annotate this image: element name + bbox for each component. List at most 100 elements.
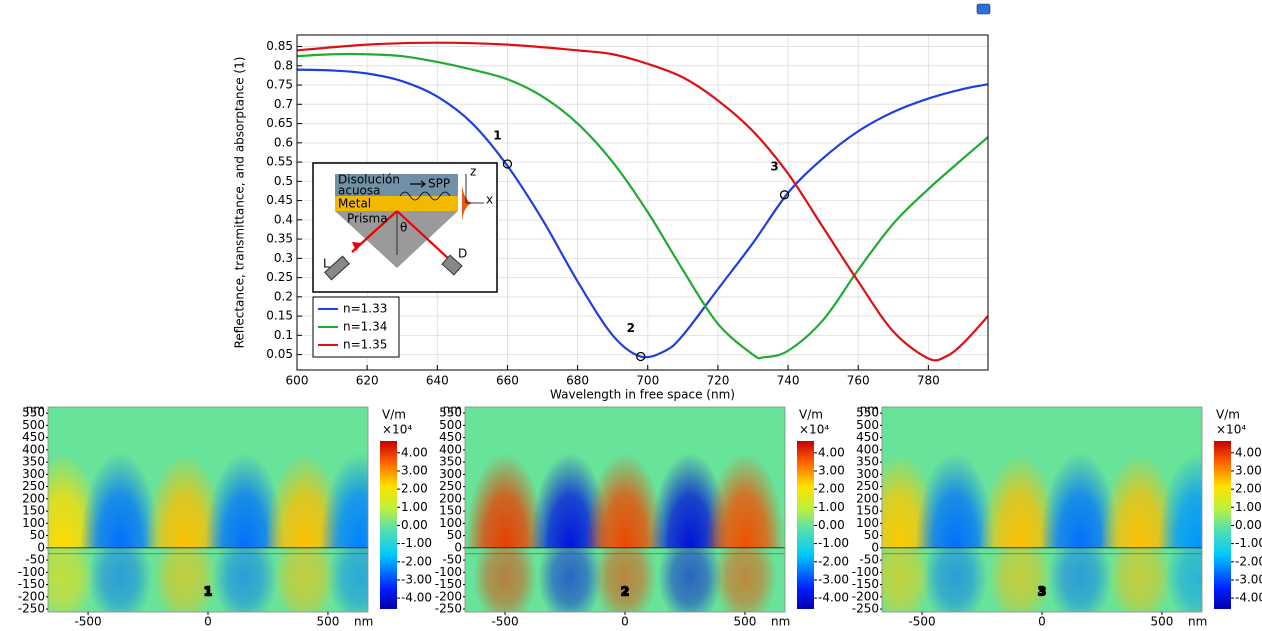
field-lobe-lower bbox=[712, 547, 777, 612]
y-tick-label: 350 bbox=[856, 455, 879, 469]
y-axis-label: Reflectance, transmittance, and absorpta… bbox=[233, 57, 247, 349]
y-tick-label: 0.8 bbox=[274, 58, 293, 72]
field-lobe-lower bbox=[987, 547, 1052, 612]
y-tick-label: 200 bbox=[22, 491, 45, 505]
y-tick-label: 500 bbox=[856, 418, 879, 432]
field-lobe bbox=[319, 452, 368, 548]
colorbar-tick-label: -2.00 bbox=[818, 554, 849, 568]
colorbar-tick-label: 1.00 bbox=[1235, 500, 1262, 514]
y-tick-label: -50 bbox=[442, 553, 462, 567]
beam-arrow bbox=[352, 242, 362, 251]
y-tick-label: 350 bbox=[439, 455, 462, 469]
legend-label: n=1.34 bbox=[343, 320, 387, 334]
y-tick-label: 200 bbox=[856, 491, 879, 505]
x-axis-label: Wavelength in free space (nm) bbox=[550, 388, 735, 402]
inset-label: D bbox=[458, 247, 467, 261]
y-tick-label: -50 bbox=[859, 553, 879, 567]
y-tick-label: 0.65 bbox=[266, 116, 293, 130]
x-tick-label: -500 bbox=[908, 615, 935, 629]
x-unit: nm bbox=[771, 615, 790, 629]
laser bbox=[324, 255, 350, 281]
colorbar-tick-label: -1.00 bbox=[818, 536, 849, 550]
y-unit: nm bbox=[443, 403, 462, 417]
inset-label: x bbox=[486, 193, 493, 207]
app-icon bbox=[976, 3, 991, 15]
point-marker bbox=[636, 351, 646, 362]
x-tick-label: -500 bbox=[74, 615, 101, 629]
x-tick-label: -500 bbox=[491, 615, 518, 629]
spp-arrow bbox=[410, 180, 426, 188]
colorbar-tick-label: -3.00 bbox=[401, 572, 432, 586]
beam-out bbox=[396, 210, 451, 261]
y-tick-label: 250 bbox=[856, 479, 879, 493]
series-line bbox=[297, 41, 988, 362]
y-tick-label: -100 bbox=[18, 565, 45, 579]
y-unit: nm bbox=[860, 403, 879, 417]
field-lobe-lower bbox=[212, 547, 277, 612]
map-label: 3 bbox=[1038, 585, 1046, 599]
y-tick-label: -250 bbox=[435, 602, 462, 616]
colorbar-scale: ×10⁴ bbox=[382, 423, 412, 437]
y-tick-label: -50 bbox=[25, 553, 45, 567]
y-tick-label: 450 bbox=[22, 430, 45, 444]
x-tick-label: 500 bbox=[316, 615, 339, 629]
y-tick-label: 0.2 bbox=[274, 289, 293, 303]
y-tick-label: -150 bbox=[852, 577, 879, 591]
field-lobe bbox=[79, 452, 160, 548]
point-marker bbox=[779, 190, 790, 200]
colorbar-scale: ×10⁴ bbox=[799, 423, 829, 437]
x-tick-label: 620 bbox=[356, 374, 379, 388]
field-lobe-lower bbox=[272, 547, 337, 612]
field-lobe bbox=[915, 452, 996, 548]
prism bbox=[335, 211, 458, 268]
inset-label: acuosa bbox=[338, 184, 381, 198]
x-tick-label: 0 bbox=[1038, 615, 1046, 629]
y-tick-label: 300 bbox=[439, 467, 462, 481]
x-tick-label: 500 bbox=[733, 615, 756, 629]
field-lobe bbox=[585, 452, 665, 548]
y-tick-label: 0.3 bbox=[274, 251, 293, 265]
field-lobe-lower bbox=[473, 547, 538, 612]
x-tick-label: 600 bbox=[286, 374, 309, 388]
y-tick-label: 300 bbox=[22, 467, 45, 481]
colorbar-tick-label: 4.00 bbox=[401, 445, 428, 459]
plot-border bbox=[296, 34, 989, 371]
y-tick-label: -100 bbox=[852, 565, 879, 579]
colorbar-tick-label: 4.00 bbox=[1235, 445, 1262, 459]
y-tick-label: 250 bbox=[439, 479, 462, 493]
y-tick-label: 0.35 bbox=[266, 232, 293, 246]
colorbar bbox=[380, 441, 397, 609]
y-tick-label: 0 bbox=[37, 540, 45, 554]
y-tick-label: 50 bbox=[864, 528, 879, 542]
y-tick-label: -150 bbox=[435, 577, 462, 591]
inset-label: Prisma bbox=[347, 212, 388, 226]
map-label: 2 bbox=[621, 585, 629, 599]
y-tick-label: -200 bbox=[435, 589, 462, 603]
field-lobe-lower bbox=[327, 547, 368, 612]
y-tick-label: 50 bbox=[30, 528, 45, 542]
y-tick-label: 400 bbox=[439, 442, 462, 456]
colorbar-tick-label: -4.00 bbox=[818, 591, 849, 605]
field-lobe-lower bbox=[658, 547, 722, 612]
inset-label: SPP bbox=[428, 177, 450, 191]
colorbar-tick-label: 2.00 bbox=[1235, 482, 1262, 496]
field-lobe-lower bbox=[882, 547, 932, 612]
colorbar-tick-label: 2.00 bbox=[818, 482, 845, 496]
field-lobe bbox=[1157, 452, 1202, 548]
colorbar-tick-label: 1.00 bbox=[401, 500, 428, 514]
legend-label: n=1.35 bbox=[343, 338, 387, 352]
x-tick-label: 680 bbox=[566, 374, 589, 388]
field-lobe bbox=[465, 452, 546, 548]
colorbar-unit: V/m bbox=[382, 408, 406, 422]
y-tick-label: 0 bbox=[871, 540, 879, 554]
y-tick-label: 100 bbox=[856, 516, 879, 530]
y-tick-label: 300 bbox=[856, 467, 879, 481]
x-unit: nm bbox=[1188, 615, 1207, 629]
y-tick-label: 450 bbox=[856, 430, 879, 444]
x-tick-label: 660 bbox=[496, 374, 519, 388]
y-unit: nm bbox=[26, 403, 45, 417]
colorbar-tick-label: 3.00 bbox=[401, 463, 428, 477]
colorbar bbox=[797, 441, 814, 609]
y-tick-label: 100 bbox=[22, 516, 45, 530]
inset-label: L bbox=[323, 257, 330, 271]
